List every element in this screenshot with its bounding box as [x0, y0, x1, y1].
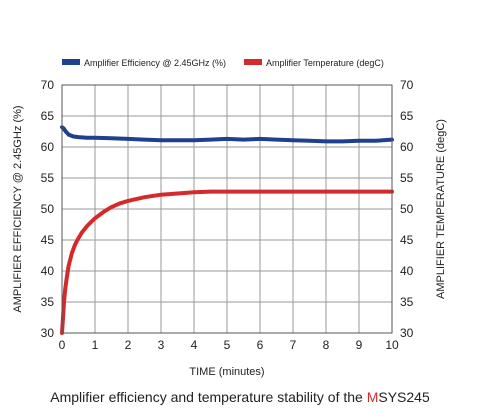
x-tick-label: 8	[323, 338, 330, 352]
x-tick-label: 6	[257, 338, 264, 352]
x-tick-label: 10	[385, 338, 399, 352]
left-tick-label: 65	[41, 109, 55, 123]
x-tick-label: 4	[191, 338, 198, 352]
legend-temperature-swatch	[244, 59, 262, 65]
left-tick-label: 55	[41, 171, 55, 185]
caption-highlight: M	[366, 389, 379, 405]
legend-efficiency-label: Amplifier Efficiency @ 2.45GHz (%)	[84, 58, 226, 68]
gridlines	[62, 85, 392, 333]
x-tick-label: 7	[290, 338, 297, 352]
left-axis-ticks: 30 35 40 45 50 55 60 65 70	[41, 78, 55, 340]
right-tick-label: 65	[400, 109, 414, 123]
left-tick-label: 50	[41, 202, 55, 216]
left-tick-label: 60	[41, 140, 55, 154]
left-tick-label: 45	[41, 233, 55, 247]
caption-suffix: SYS245	[378, 389, 430, 405]
x-tick-label: 9	[356, 338, 363, 352]
left-tick-label: 30	[41, 326, 55, 340]
right-tick-label: 55	[400, 171, 414, 185]
left-axis-title: AMPLIFIER EFFICIENCY @ 2.45GHz (%)	[12, 105, 24, 312]
left-tick-label: 40	[41, 264, 55, 278]
x-axis-title: TIME (minutes)	[189, 366, 264, 378]
temperature-series-line	[60, 189, 394, 335]
x-tick-label: 5	[224, 338, 231, 352]
left-tick-label: 70	[41, 78, 55, 92]
x-axis-ticks: 0 1 2 3 4 5 6 7 8 9 10	[59, 338, 399, 352]
right-tick-label: 60	[400, 140, 414, 154]
right-tick-label: 35	[400, 295, 414, 309]
legend-temperature-label: Amplifier Temperature (degC)	[266, 58, 384, 68]
legend: Amplifier Efficiency @ 2.45GHz (%) Ampli…	[62, 58, 384, 68]
x-tick-label: 1	[92, 338, 99, 352]
legend-efficiency-swatch	[62, 59, 80, 65]
x-tick-label: 3	[158, 338, 165, 352]
left-tick-label: 35	[41, 295, 55, 309]
right-axis-title: AMPLIFIER TEMPERATURE (degC)	[435, 119, 447, 299]
x-tick-label: 2	[125, 338, 132, 352]
right-tick-label: 45	[400, 233, 414, 247]
right-tick-label: 30	[400, 326, 414, 340]
right-tick-label: 50	[400, 202, 414, 216]
x-tick-label: 0	[59, 338, 66, 352]
efficiency-series-line	[60, 125, 394, 144]
plot-frame	[61, 84, 393, 334]
caption-prefix: Amplifier efficiency and temperature sta…	[50, 389, 367, 405]
series-lines	[60, 125, 394, 335]
right-axis-ticks: 30 35 40 45 50 55 60 65 70	[400, 78, 414, 340]
right-tick-label: 70	[400, 78, 414, 92]
figure-caption: Amplifier efficiency and temperature sta…	[0, 389, 480, 405]
right-tick-label: 40	[400, 264, 414, 278]
